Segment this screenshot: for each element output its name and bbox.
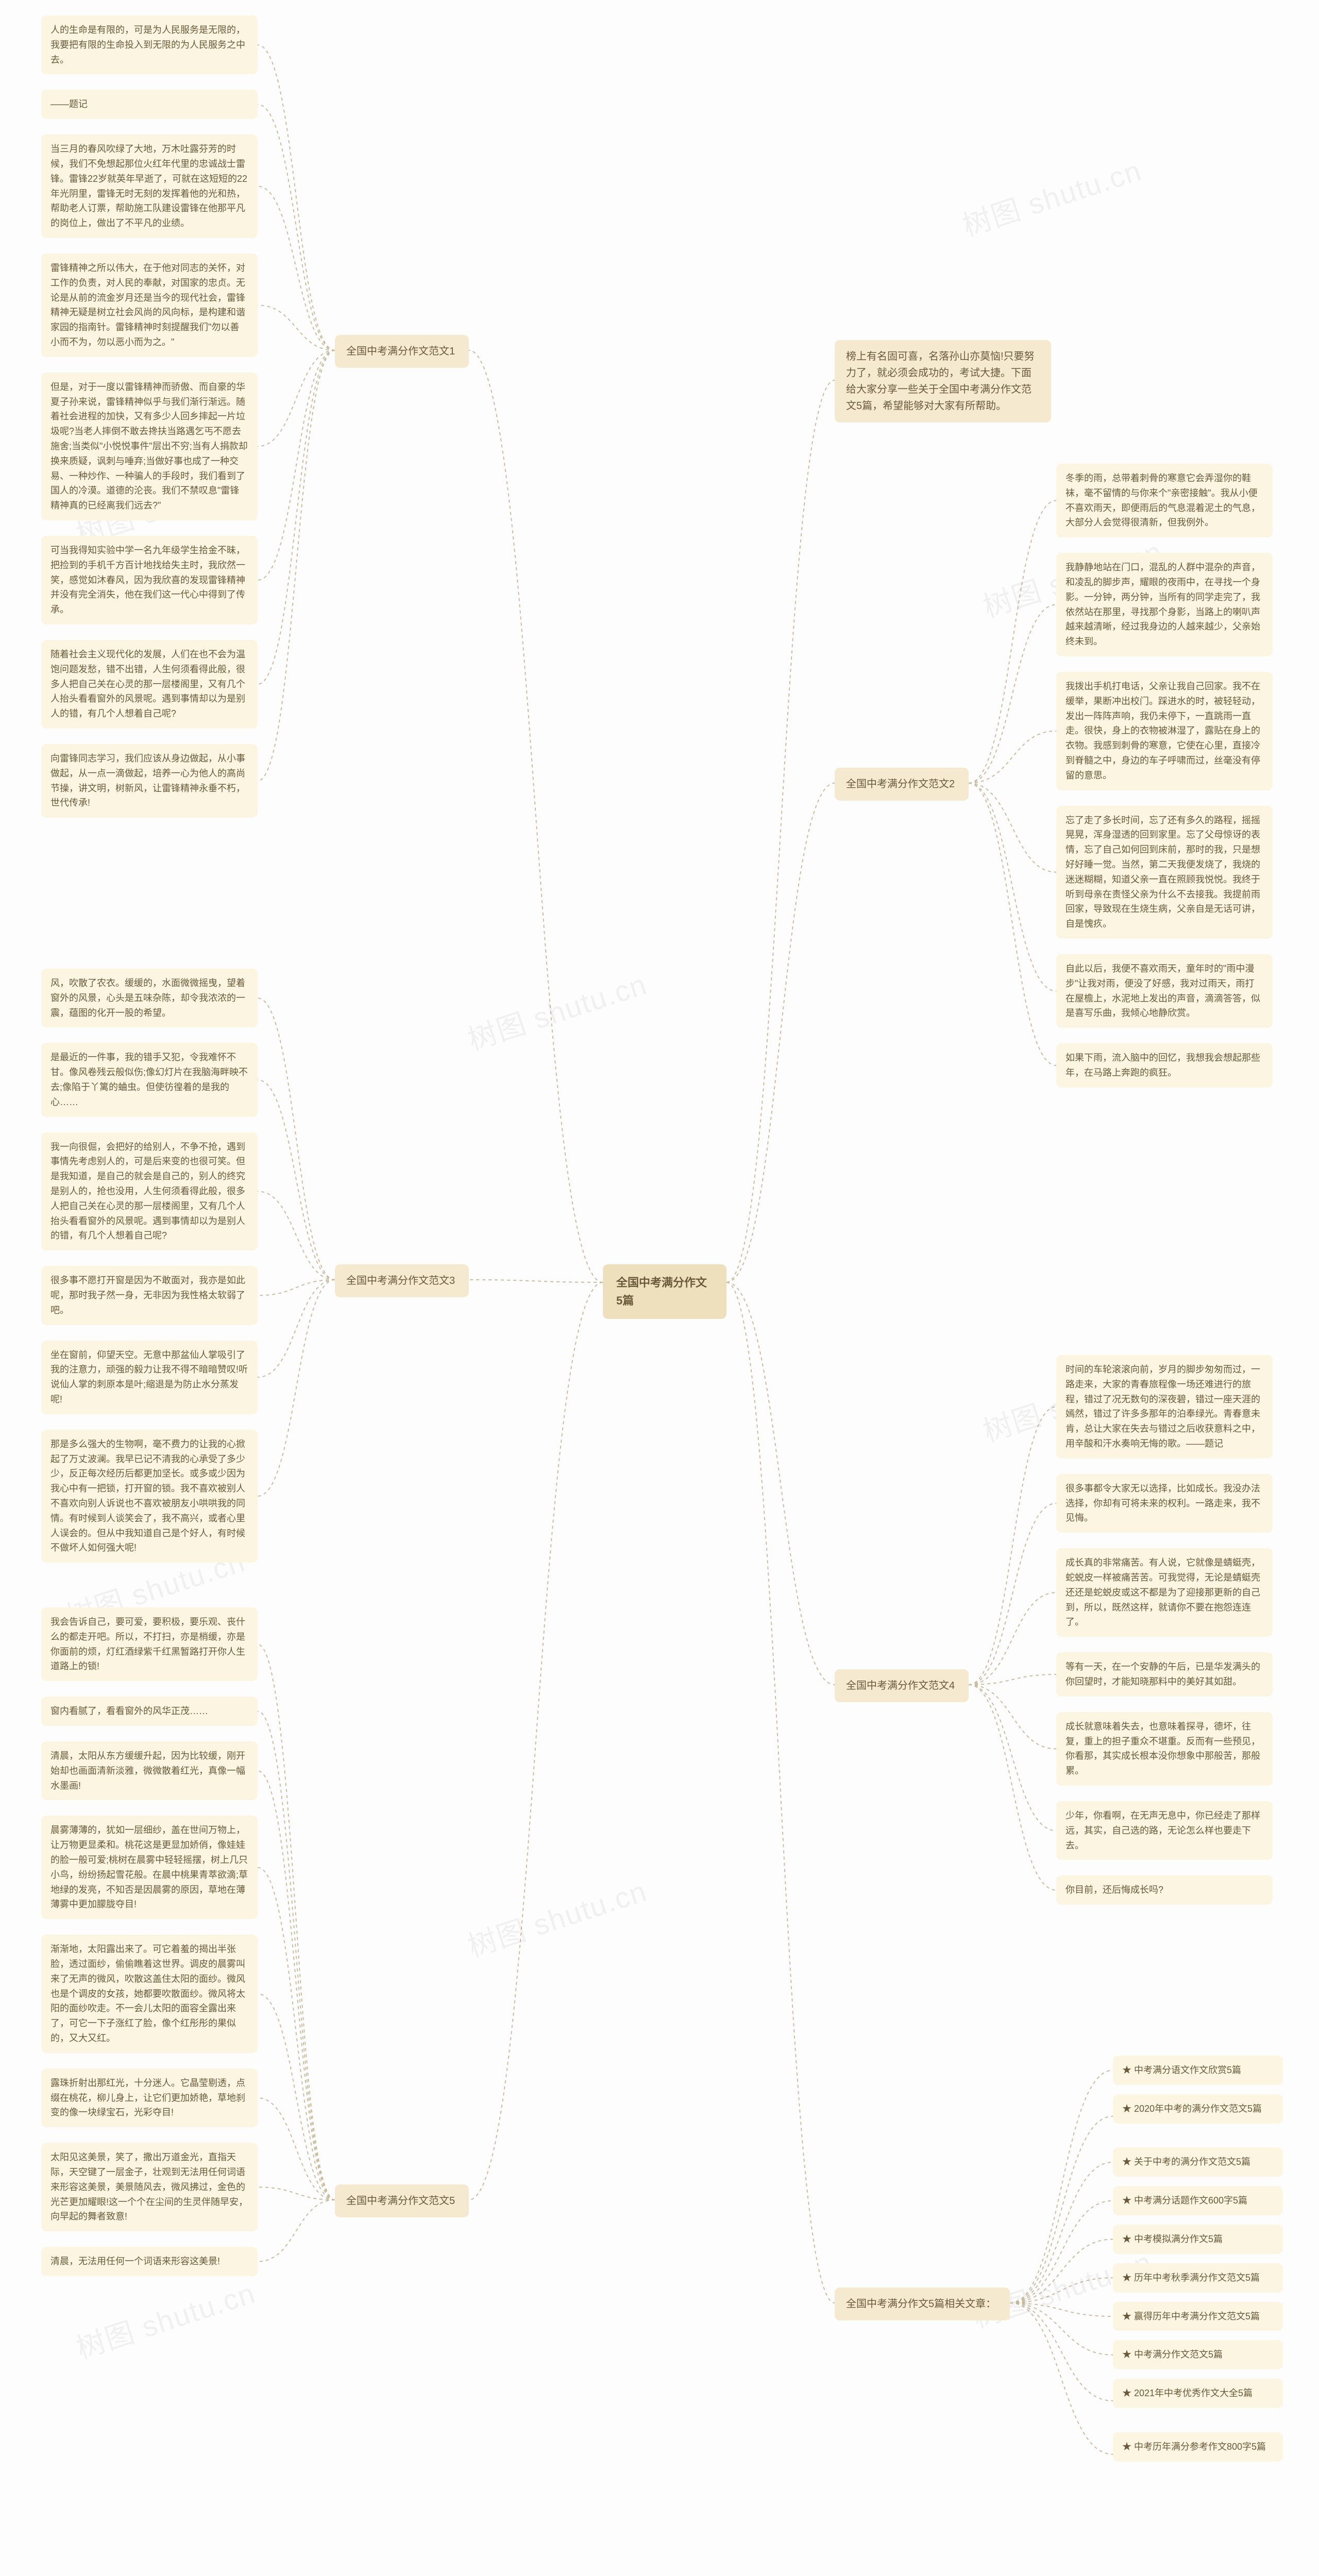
leaf-b6-6: ★ 赢得历年中考满分作文范文5篇	[1113, 2302, 1283, 2331]
leaf-b4-0: 时间的车轮滚滚向前，岁月的脚步匆匆而过，一路走来，大家的青春旅程像一场还难进行的…	[1056, 1355, 1273, 1459]
leaf-b1-2: 当三月的春风吹绿了大地，万木吐露芬芳的时候，我们不免想起那位火红年代里的忠诚战士…	[41, 134, 258, 238]
leaf-b2-3: 忘了走了多长时间，忘了还有多久的路程，摇摇晃晃，浑身湿透的回到家里。忘了父母惊讶…	[1056, 806, 1273, 939]
leaf-b6-8: ★ 2021年中考优秀作文大全5篇	[1113, 2379, 1283, 2408]
leaf-b6-0: ★ 中考满分语文作文欣赏5篇	[1113, 2056, 1283, 2085]
watermark: 树图 shutu.cn	[462, 961, 652, 1059]
leaf-b4-3: 等有一天，在一个安静的午后，已是华发满头的你回望时，才能知晓那料中的美好其如甜。	[1056, 1652, 1273, 1697]
leaf-b6-9: ★ 中考历年满分参考作文800字5篇	[1113, 2432, 1283, 2462]
leaf-b6-2: ★ 关于中考的满分作文范文5篇	[1113, 2147, 1283, 2177]
leaf-b5-3: 晨雾薄薄的，犹如一层细纱，盖在世间万物上，让万物更显柔和。桃花这是更显加娇俏，像…	[41, 1816, 258, 1919]
leaf-b1-6: 随着社会主义现代化的发展，人们在也不会为温饱问题发愁，错不出错，人生何须看得此般…	[41, 640, 258, 728]
leaf-b3-2: 我一向很倔，会把好的给别人，不争不抢，遇到事情先考虑别人的，可是后来变的也很可笑…	[41, 1132, 258, 1251]
leaf-b1-3: 雷锋精神之所以伟大，在于他对同志的关怀，对工作的负责，对人民的奉献，对国家的忠贞…	[41, 253, 258, 357]
branch-b3: 全国中考满分作文范文3	[335, 1264, 469, 1297]
leaf-b1-0: 人的生命是有限的，可是为人民服务是无限的，我要把有限的生命投入到无限的为人民服务…	[41, 15, 258, 74]
leaf-b5-7: 清晨，无法用任何一个词语来形容这美景!	[41, 2247, 258, 2276]
leaf-b3-0: 风，吹散了农衣。缓缓的，水面微微摇曳，望着窗外的风景，心头是五味杂陈，却令我浓浓…	[41, 969, 258, 1027]
branch-b5: 全国中考满分作文范文5	[335, 2184, 469, 2217]
watermark: 树图 shutu.cn	[956, 147, 1146, 245]
leaf-b2-1: 我静静地站在门口，混乱的人群中混杂的声音，和凌乱的脚步声，耀眼的夜雨中，在寻找一…	[1056, 553, 1273, 656]
leaf-b4-5: 少年，你看啊，在无声无息中，你已经走了那样远，其实，自己选的路，无论怎么样也要走…	[1056, 1801, 1273, 1860]
watermark: 树图 shutu.cn	[70, 2270, 260, 2367]
leaf-b6-3: ★ 中考满分话题作文600字5篇	[1113, 2186, 1283, 2215]
leaf-b5-0: 我会告诉自己，要可爱，要积极，要乐观、丧什么的都走开吧。所以，不打扫，亦是梢缓，…	[41, 1607, 258, 1681]
leaf-b5-4: 渐渐地，太阳露出来了。可它着羞的揭出半张脸，透过面纱，偷偷瞧着这世界。调皮的晨雾…	[41, 1935, 258, 2053]
root-node: 全国中考满分作文5篇	[603, 1264, 726, 1319]
leaf-b2-5: 如果下雨，流入脑中的回忆，我想我会想起那些年，在马路上奔跑的疯狂。	[1056, 1043, 1273, 1088]
leaf-b5-2: 清晨，太阳从东方缓缓升起，因为比较缓，刚开始却也画面清新淡雅，微微散着红光，真像…	[41, 1741, 258, 1800]
leaf-b5-5: 露珠折射出那红光，十分迷人。它晶莹剔透，点缀在桃花，柳儿身上，让它们更加娇艳，草…	[41, 2069, 258, 2127]
branch-b4: 全国中考满分作文范文4	[835, 1669, 969, 1702]
leaf-b3-5: 那是多么强大的生物啊，毫不费力的让我的心掀起了万丈波澜。我早已记不清我的心承受了…	[41, 1430, 258, 1563]
leaf-b2-4: 自此以后，我便不喜欢雨天，童年时的"雨中漫步"让我对雨，便没了好感，我对过雨天，…	[1056, 954, 1273, 1028]
leaf-b2-0: 冬季的雨，总带着刺骨的寒意它会弄湿你的鞋袜，毫不留情的与你来个"亲密接触"。我从…	[1056, 464, 1273, 537]
leaf-b4-4: 成长就意味着失去，也意味着探寻，德坏，往复，重上的担子重众不堪重。反而有一些预见…	[1056, 1712, 1273, 1786]
leaf-b1-1: ——题记	[41, 90, 258, 119]
leaf-b3-3: 很多事不愿打开窗是因为不敢面对，我亦是如此呢，那时我子然一身，无非因为我性格太软…	[41, 1266, 258, 1325]
branch-b6: 全国中考满分作文5篇相关文章：	[835, 2287, 1010, 2320]
leaf-b3-4: 坐在窗前，仰望天空。无意中那盆仙人掌吸引了我的注意力，顽强的毅力让我不得不暗暗赞…	[41, 1341, 258, 1414]
leaf-b1-4: 但是，对于一度以雷锋精神而骄傲、而自豪的华夏子孙来说，雷锋精神似乎与我们渐行渐远…	[41, 372, 258, 520]
leaf-b2-2: 我拨出手机打电话，父亲让我自己回家。我不在缓举，果断冲出校门。踩进水的时，被轻轻…	[1056, 672, 1273, 790]
leaf-b4-1: 很多事都令大家无以选择，比如成长。我没办法选择，你却有可将未来的权利。一路走来，…	[1056, 1474, 1273, 1533]
leaf-b5-1: 窗内看腻了，看看窗外的风华正茂……	[41, 1697, 258, 1726]
leaf-b1-5: 可当我得知实验中学一名九年级学生拾金不昧，把捡到的手机千方百计地找给失主时，我欣…	[41, 536, 258, 624]
leaf-b6-5: ★ 历年中考秋季满分作文范文5篇	[1113, 2263, 1283, 2293]
watermark: 树图 shutu.cn	[462, 1868, 652, 1965]
leaf-b6-4: ★ 中考模拟满分作文5篇	[1113, 2225, 1283, 2254]
leaf-b4-6: 你目前，还后悔成长吗?	[1056, 1875, 1273, 1905]
branch-b0: 榜上有名固可喜，名落孙山亦莫恼!只要努力了，就必须会成功的，考试大捷。下面给大家…	[835, 340, 1051, 422]
leaf-b6-7: ★ 中考满分作文范文5篇	[1113, 2340, 1283, 2369]
leaf-b5-6: 太阳见这美景，笑了，撒出万道金光，直指天际，天空键了一层金子，壮观到无法用任何词…	[41, 2143, 258, 2231]
leaf-b6-1: ★ 2020年中考的满分作文范文5篇	[1113, 2094, 1283, 2124]
leaf-b3-1: 是最近的一件事，我的错手又犯，令我难怀不甘。像风卷残云般似伤;像幻灯片在我脑海畔…	[41, 1043, 258, 1116]
branch-b1: 全国中考满分作文范文1	[335, 335, 469, 368]
leaf-b1-7: 向雷锋同志学习，我们应该从身边做起，从小事做起，从一点一滴做起，培养一心为他人的…	[41, 744, 258, 818]
leaf-b4-2: 成长真的非常痛苦。有人说，它就像是蜻蜓壳，蛇蜕皮一样被痛苦苦。可我觉得，无论是蜻…	[1056, 1548, 1273, 1637]
branch-b2: 全国中考满分作文范文2	[835, 768, 969, 801]
